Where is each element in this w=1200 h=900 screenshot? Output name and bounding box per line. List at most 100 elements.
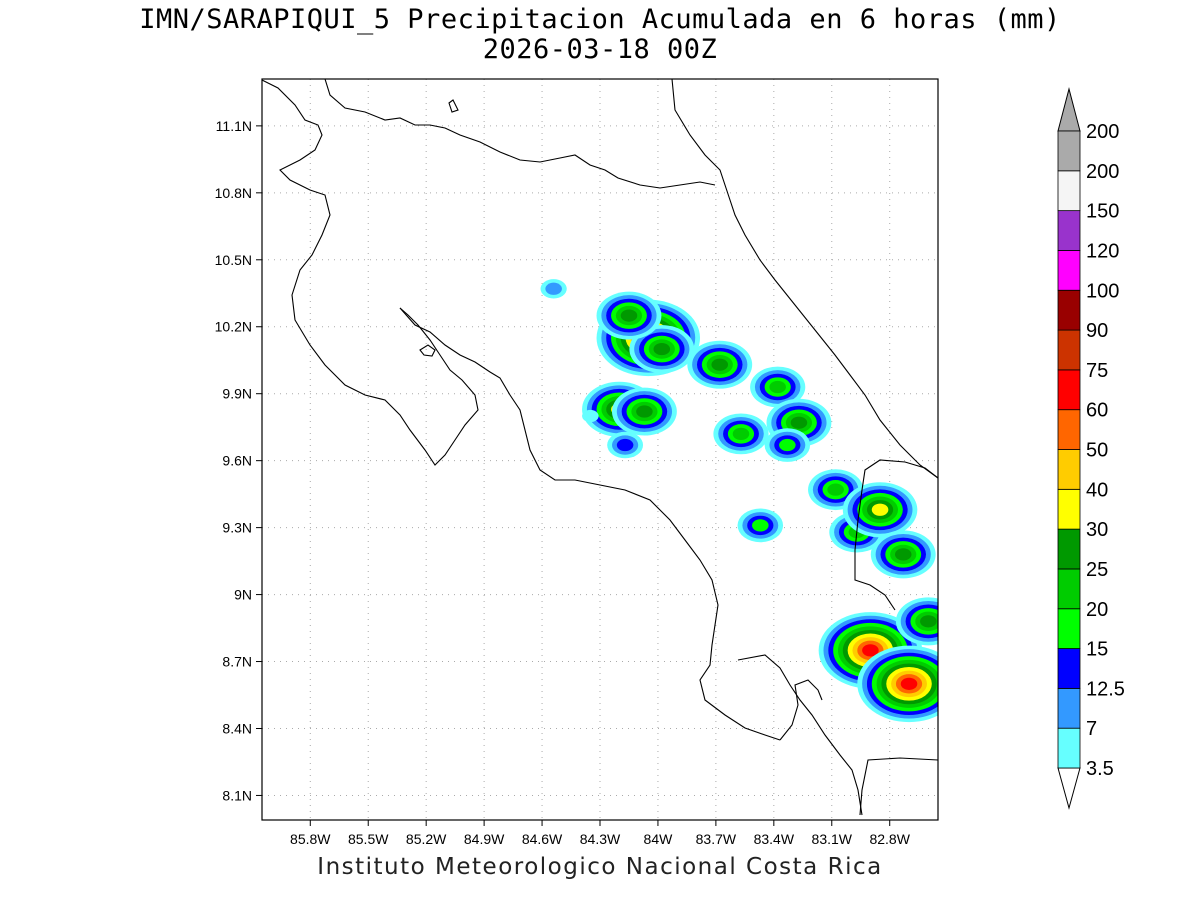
x-tick-label: 83.7W: [696, 831, 737, 847]
map-footer: Instituto Meteorologico Nacional Costa R…: [317, 854, 883, 880]
y-tick-label: 9.9N: [222, 386, 252, 402]
x-tick-label: 84.3W: [580, 831, 621, 847]
map-subtitle: 2026-03-18 00Z: [482, 34, 718, 65]
gulf-of-nicoya: [399, 307, 781, 741]
x-tick-label: 83.4W: [754, 831, 795, 847]
axis-ticks: 85.8W 85.5W 85.2W 84.9W 84.6W 84.3W 84W 83.7W 83…: [215, 118, 911, 847]
caribbean-coast: [671, 79, 938, 479]
legend-swatch: [1057, 528, 1081, 570]
legend-label: 20: [1086, 599, 1108, 621]
legend-swatch: [1057, 210, 1081, 251]
precip-contour: [862, 644, 879, 657]
map-frame: [261, 78, 939, 821]
legend-swatch: [1057, 130, 1081, 172]
y-tick-label: 10.8N: [215, 185, 252, 201]
legend-label: 75: [1086, 360, 1108, 382]
pacific-coast-north: [262, 79, 479, 466]
precip-contour: [900, 677, 918, 690]
y-tick-label: 10.5N: [215, 252, 252, 268]
precip-contour: [582, 409, 599, 423]
precip-cell: [629, 325, 695, 374]
panama-border-inland: [854, 459, 938, 611]
y-tick-label: 8.7N: [222, 654, 252, 670]
precip-contour: [871, 503, 889, 516]
legend-swatch: [1057, 289, 1081, 331]
x-tick-label: 84.6W: [522, 831, 563, 847]
precip-contour: [769, 380, 786, 394]
precip-cell: [842, 482, 918, 538]
precip-cell: [764, 428, 811, 462]
precip-contour: [752, 519, 769, 532]
legend-label: 120: [1086, 240, 1119, 262]
legend-label: 30: [1086, 519, 1108, 541]
x-tick-label: 85.8W: [290, 831, 331, 847]
precip-contour: [653, 342, 671, 356]
y-tick-label: 9.3N: [222, 520, 252, 536]
precip-contour: [827, 483, 844, 496]
precip-contour: [620, 309, 638, 322]
legend-label: 50: [1086, 440, 1108, 462]
legend-bottom-arrow: [1057, 767, 1081, 810]
y-tick-label: 10.2N: [215, 319, 252, 335]
y-tick-label: 9N: [234, 587, 252, 603]
x-tick-label: 85.5W: [348, 831, 389, 847]
legend-label: 15: [1086, 639, 1108, 661]
precip-cell: [611, 387, 677, 436]
legend-label: 200: [1086, 121, 1119, 143]
precip-contour: [732, 427, 750, 440]
osa-peninsula: [737, 654, 863, 816]
precip-cell: [687, 340, 753, 389]
legend-swatch: [1057, 409, 1081, 450]
nicaragua-costa-rica-border: [324, 79, 716, 189]
coastline: [262, 79, 938, 816]
precip-cell: [540, 279, 567, 299]
x-tick-label: 82.8W: [869, 831, 910, 847]
x-tick-label: 85.2W: [406, 831, 447, 847]
panama-border: [859, 757, 938, 816]
precip-cell: [737, 508, 784, 543]
precip-cell: [582, 409, 599, 423]
precip-cell: [750, 366, 806, 408]
legend-label: 12.5: [1086, 678, 1125, 700]
legend-label: 150: [1086, 201, 1119, 223]
precip-contour: [545, 282, 562, 295]
precip-contour: [711, 358, 729, 371]
legend-label: 7: [1086, 718, 1097, 740]
legend-swatch: [1057, 568, 1081, 610]
island: [448, 99, 459, 113]
legend-label: 100: [1086, 280, 1119, 302]
precip-cell: [895, 597, 938, 646]
legend-swatch: [1057, 449, 1081, 490]
nicoya-island: [419, 344, 436, 357]
map-title: IMN/SARAPIQUI_5 Precipitacion Acumulada …: [139, 4, 1061, 35]
precip-contour: [920, 615, 937, 628]
precip-contour: [636, 405, 653, 418]
precip-contour: [790, 416, 808, 429]
precipitation-field: [540, 279, 938, 723]
legend-label: 25: [1086, 559, 1108, 581]
precip-cell: [607, 431, 644, 459]
x-tick-label: 83.1W: [812, 831, 853, 847]
x-tick-label: 84.9W: [464, 831, 505, 847]
y-tick-label: 11.1N: [216, 118, 252, 134]
golfo-dulce: [779, 679, 823, 741]
legend-swatch: [1057, 369, 1081, 411]
y-tick-label: 9.6N: [222, 453, 252, 469]
precip-cell: [596, 291, 662, 340]
y-tick-label: 8.1N: [222, 787, 252, 803]
precip-contour: [616, 438, 634, 452]
precip-cell: [808, 469, 864, 511]
legend-swatch: [1057, 648, 1081, 689]
legend-swatch: [1057, 687, 1081, 729]
legend-top-arrow: [1057, 87, 1081, 132]
precip-contour: [894, 548, 912, 561]
legend-swatch: [1057, 608, 1081, 649]
precip-cell: [870, 530, 936, 579]
color-legend: 3.5 7 12.5 15 20 25 30 40 50 60 75 90 100 120 150 200 20…: [1057, 87, 1125, 810]
x-tick-label: 84W: [644, 831, 674, 847]
precip-contour: [779, 438, 796, 452]
legend-label: 90: [1086, 320, 1108, 342]
legend-swatch: [1057, 329, 1081, 371]
legend-swatch: [1057, 488, 1081, 530]
